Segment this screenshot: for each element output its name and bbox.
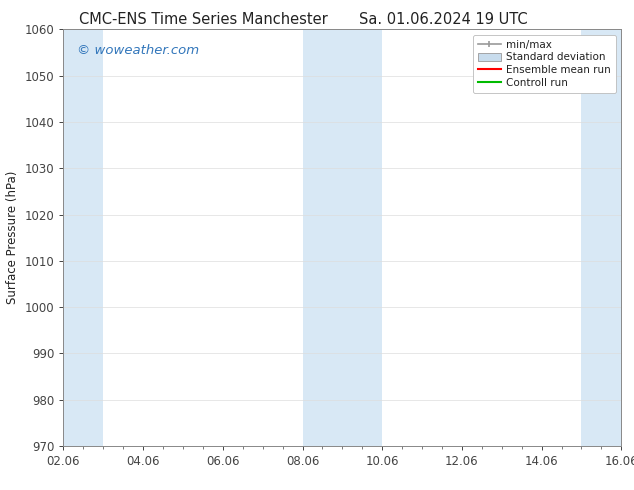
Y-axis label: Surface Pressure (hPa): Surface Pressure (hPa) [6,171,19,304]
Legend: min/max, Standard deviation, Ensemble mean run, Controll run: min/max, Standard deviation, Ensemble me… [473,35,616,93]
Text: Sa. 01.06.2024 19 UTC: Sa. 01.06.2024 19 UTC [359,12,528,27]
Bar [581,29,621,446]
Bar [63,29,103,446]
Text: CMC-ENS Time Series Manchester: CMC-ENS Time Series Manchester [79,12,327,27]
Bar [302,29,382,446]
Text: © woweather.com: © woweather.com [77,44,200,57]
